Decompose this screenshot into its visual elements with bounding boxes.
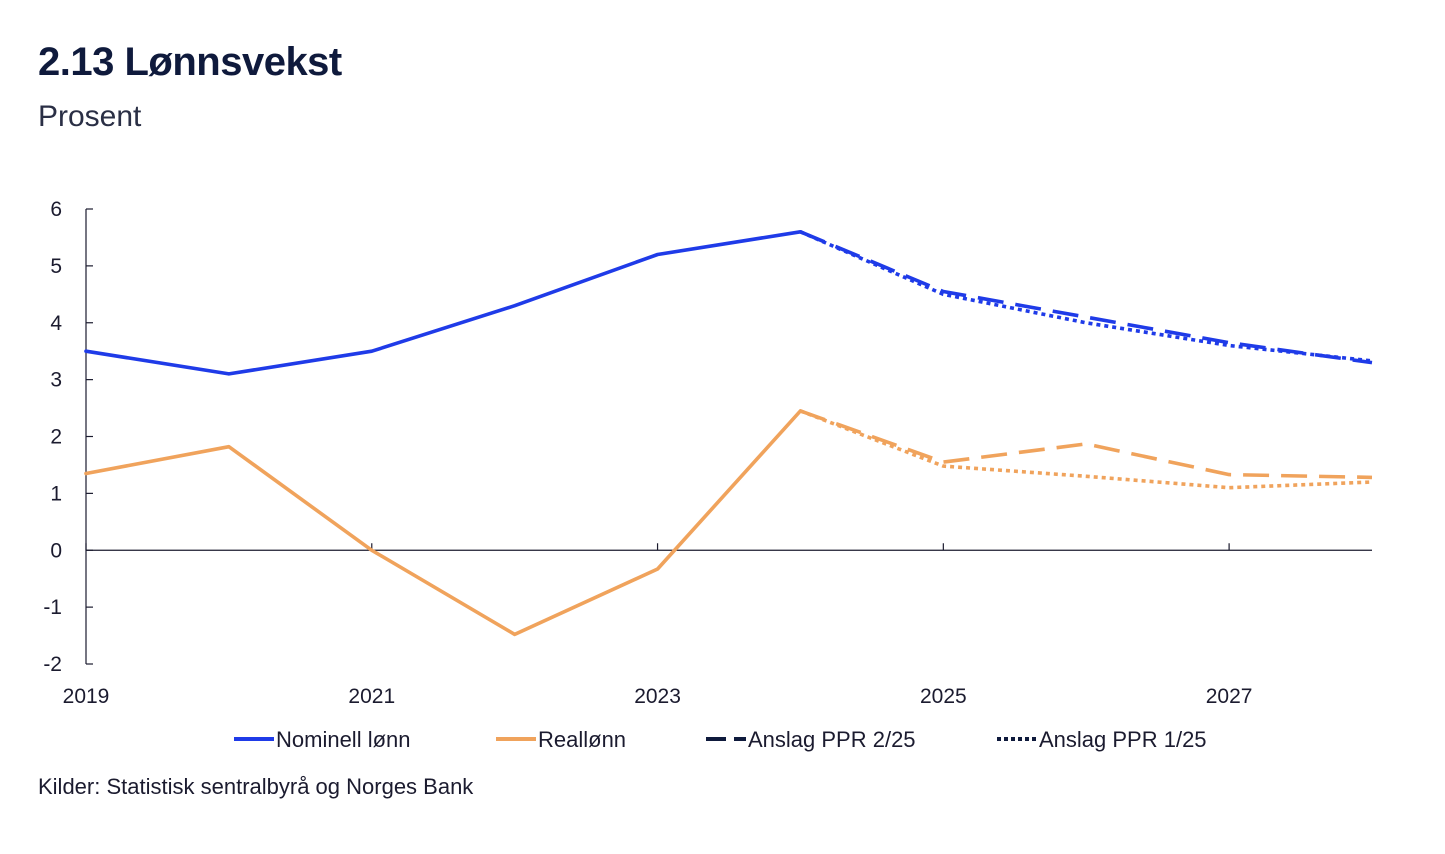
y-tick-label: 6 [50, 198, 62, 221]
legend-label: Nominell lønn [276, 727, 411, 752]
series-line-reall-nn [84, 409, 803, 637]
legend-label: Anslag PPR 1/25 [1039, 727, 1207, 752]
x-tick-label: 2023 [634, 685, 681, 708]
x-tick-label: 2019 [63, 685, 110, 708]
legend-label: Anslag PPR 2/25 [748, 727, 916, 752]
chart-axes: -2 -1 0 1 2 3 4 5 6 2019 2021 2023 2025 2027 [43, 198, 1372, 708]
chart-title: 2.13 Lønnsvekst [38, 40, 342, 84]
y-tick-label: 1 [50, 482, 62, 505]
x-tick-label: 2027 [1206, 685, 1253, 708]
legend-label: Reallønn [538, 727, 626, 752]
y-tick-label: -1 [43, 596, 62, 619]
chart-legend: Nominell lønn Reallønn Anslag PPR 2/25 Ansl… [234, 727, 1207, 752]
x-tick-label: 2025 [920, 685, 967, 708]
y-tick-label: 4 [50, 312, 62, 335]
chart-series [84, 230, 1373, 637]
series-line-reall-nn-anslag-ppr-2-25 [799, 409, 1373, 480]
x-tick-label: 2021 [348, 685, 395, 708]
source-note: Kilder: Statistisk sentralbyrå og Norges… [38, 774, 474, 799]
series-line-nominell-l-nn [84, 230, 803, 376]
y-tick-label: 3 [50, 369, 62, 392]
series-line-nominell-l-nn-anslag-ppr-2-25 [799, 230, 1373, 365]
chart-subtitle: Prosent [38, 100, 142, 133]
y-tick-label: -2 [43, 653, 62, 676]
y-tick-label: 2 [50, 426, 62, 449]
y-tick-label: 5 [50, 255, 62, 278]
series-line-reall-nn-anslag-ppr-1-25 [799, 409, 1373, 490]
y-tick-label: 0 [50, 539, 62, 562]
series-line-nominell-l-nn-anslag-ppr-1-25 [799, 230, 1373, 363]
